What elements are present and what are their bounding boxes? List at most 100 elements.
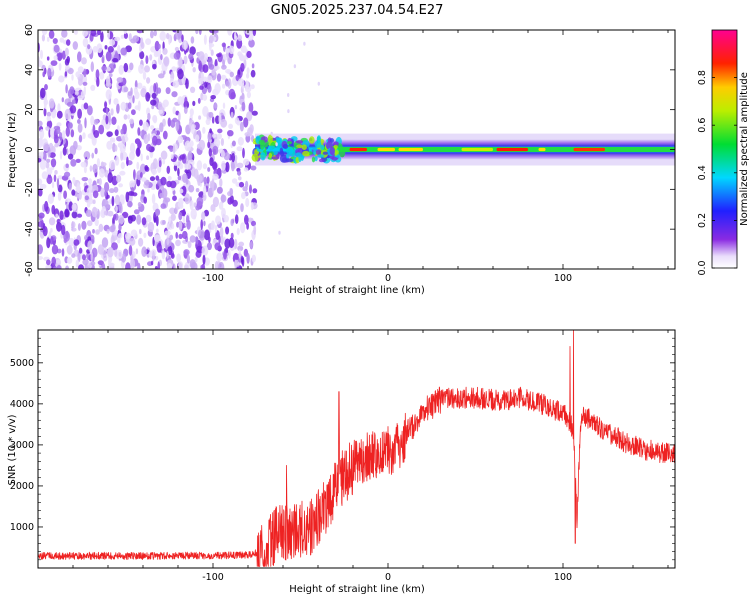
noise-blob <box>317 81 320 86</box>
band-core-hot <box>349 147 367 152</box>
noise-blob <box>166 223 170 230</box>
noise-blob <box>138 64 145 74</box>
noise-blob <box>137 127 141 136</box>
noise-blob <box>61 224 66 236</box>
noise-blob <box>38 244 43 255</box>
noise-blob <box>50 60 58 66</box>
noise-blob <box>66 245 73 255</box>
spectrogram-image <box>38 30 675 269</box>
noise-blob <box>75 158 81 163</box>
spectrogram-x-label: Height of straight line (km) <box>289 285 425 296</box>
noise-blob <box>207 141 211 149</box>
noise-blob <box>45 126 50 131</box>
noise-blob <box>303 41 306 46</box>
noise-blob <box>170 119 176 128</box>
noise-blob <box>133 209 140 215</box>
band-core-hot <box>377 147 395 152</box>
noise-blob <box>77 51 82 63</box>
snr-series-line <box>38 330 675 567</box>
noise-blob <box>114 249 118 257</box>
noise-blob <box>162 130 168 140</box>
noise-blob <box>57 52 63 62</box>
noise-blob <box>109 137 114 143</box>
noise-blob <box>65 126 71 137</box>
noise-blob <box>40 87 46 99</box>
noise-blob <box>71 203 77 211</box>
noise-blob <box>184 140 192 152</box>
noise-blob <box>98 178 102 186</box>
noise-blob <box>177 175 182 181</box>
noise-blob <box>129 180 136 188</box>
noise-blob <box>171 66 177 72</box>
noise-blob <box>49 127 55 138</box>
noise-blob <box>104 182 110 193</box>
turbulence-blob <box>312 147 318 151</box>
noise-blob <box>230 111 234 119</box>
noise-blob <box>94 147 98 155</box>
noise-blob <box>221 64 227 70</box>
noise-blob <box>81 57 87 65</box>
noise-blob <box>212 161 218 171</box>
noise-blob <box>202 64 209 73</box>
noise-blob <box>228 123 234 129</box>
noise-blob <box>221 207 226 219</box>
noise-blob <box>249 241 253 249</box>
turbulence-blob <box>287 141 293 145</box>
noise-blob <box>172 106 176 115</box>
noise-blob <box>225 226 230 235</box>
noise-blob <box>73 140 78 150</box>
colorbar-tick-label: 0.6 <box>697 118 708 133</box>
noise-blob <box>116 174 122 183</box>
noise-blob <box>204 257 210 266</box>
noise-blob <box>214 224 218 233</box>
noise-blob <box>48 231 52 239</box>
noise-blob <box>105 82 112 88</box>
noise-blob <box>83 166 87 174</box>
noise-blob <box>244 214 249 225</box>
noise-blob <box>125 45 132 53</box>
noise-blob <box>227 197 233 205</box>
noise-blob <box>167 175 172 181</box>
noise-blob <box>120 162 125 170</box>
noise-blob <box>170 213 176 221</box>
turbulence-blob <box>260 142 265 150</box>
noise-blob <box>70 159 77 167</box>
noise-blob <box>104 101 108 109</box>
noise-blob <box>204 81 208 88</box>
snr-panel: -100 0 100 1000 2000 3000 4000 5000 Height of … <box>7 329 676 595</box>
noise-blob <box>142 123 147 129</box>
turbulence-blob <box>318 158 325 163</box>
noise-blob <box>241 101 246 112</box>
y-tick-label: 60 <box>24 24 35 36</box>
noise-blob <box>162 159 166 165</box>
noise-blob <box>141 177 147 182</box>
turbulence-blob <box>267 134 273 144</box>
noise-blob <box>236 120 242 126</box>
noise-blob <box>65 65 70 70</box>
snr-x-label: Height of straight line (km) <box>289 584 425 595</box>
noise-blob <box>38 212 45 219</box>
noise-blob <box>136 214 142 225</box>
x-tick-label: -100 <box>202 273 224 284</box>
noise-blob <box>56 178 60 189</box>
noise-blob <box>207 167 211 172</box>
noise-blob <box>130 229 138 237</box>
noise-blob <box>151 135 158 146</box>
noise-blob <box>220 118 228 128</box>
noise-blob <box>202 94 208 101</box>
colorbar-tick-label: 0.4 <box>697 165 708 180</box>
noise-blob <box>104 45 108 50</box>
noise-blob <box>108 73 113 78</box>
noise-blob <box>178 56 183 68</box>
noise-blob <box>54 170 58 175</box>
noise-blob <box>66 39 71 46</box>
turbulence-blob <box>282 144 289 149</box>
noise-blob <box>215 230 220 241</box>
noise-blob <box>111 116 117 126</box>
noise-blob <box>62 130 66 141</box>
noise-blob <box>125 262 131 269</box>
snr-frame <box>37 329 676 569</box>
noise-blob <box>153 234 161 242</box>
noise-blob <box>216 133 222 140</box>
noise-blob <box>287 109 290 114</box>
